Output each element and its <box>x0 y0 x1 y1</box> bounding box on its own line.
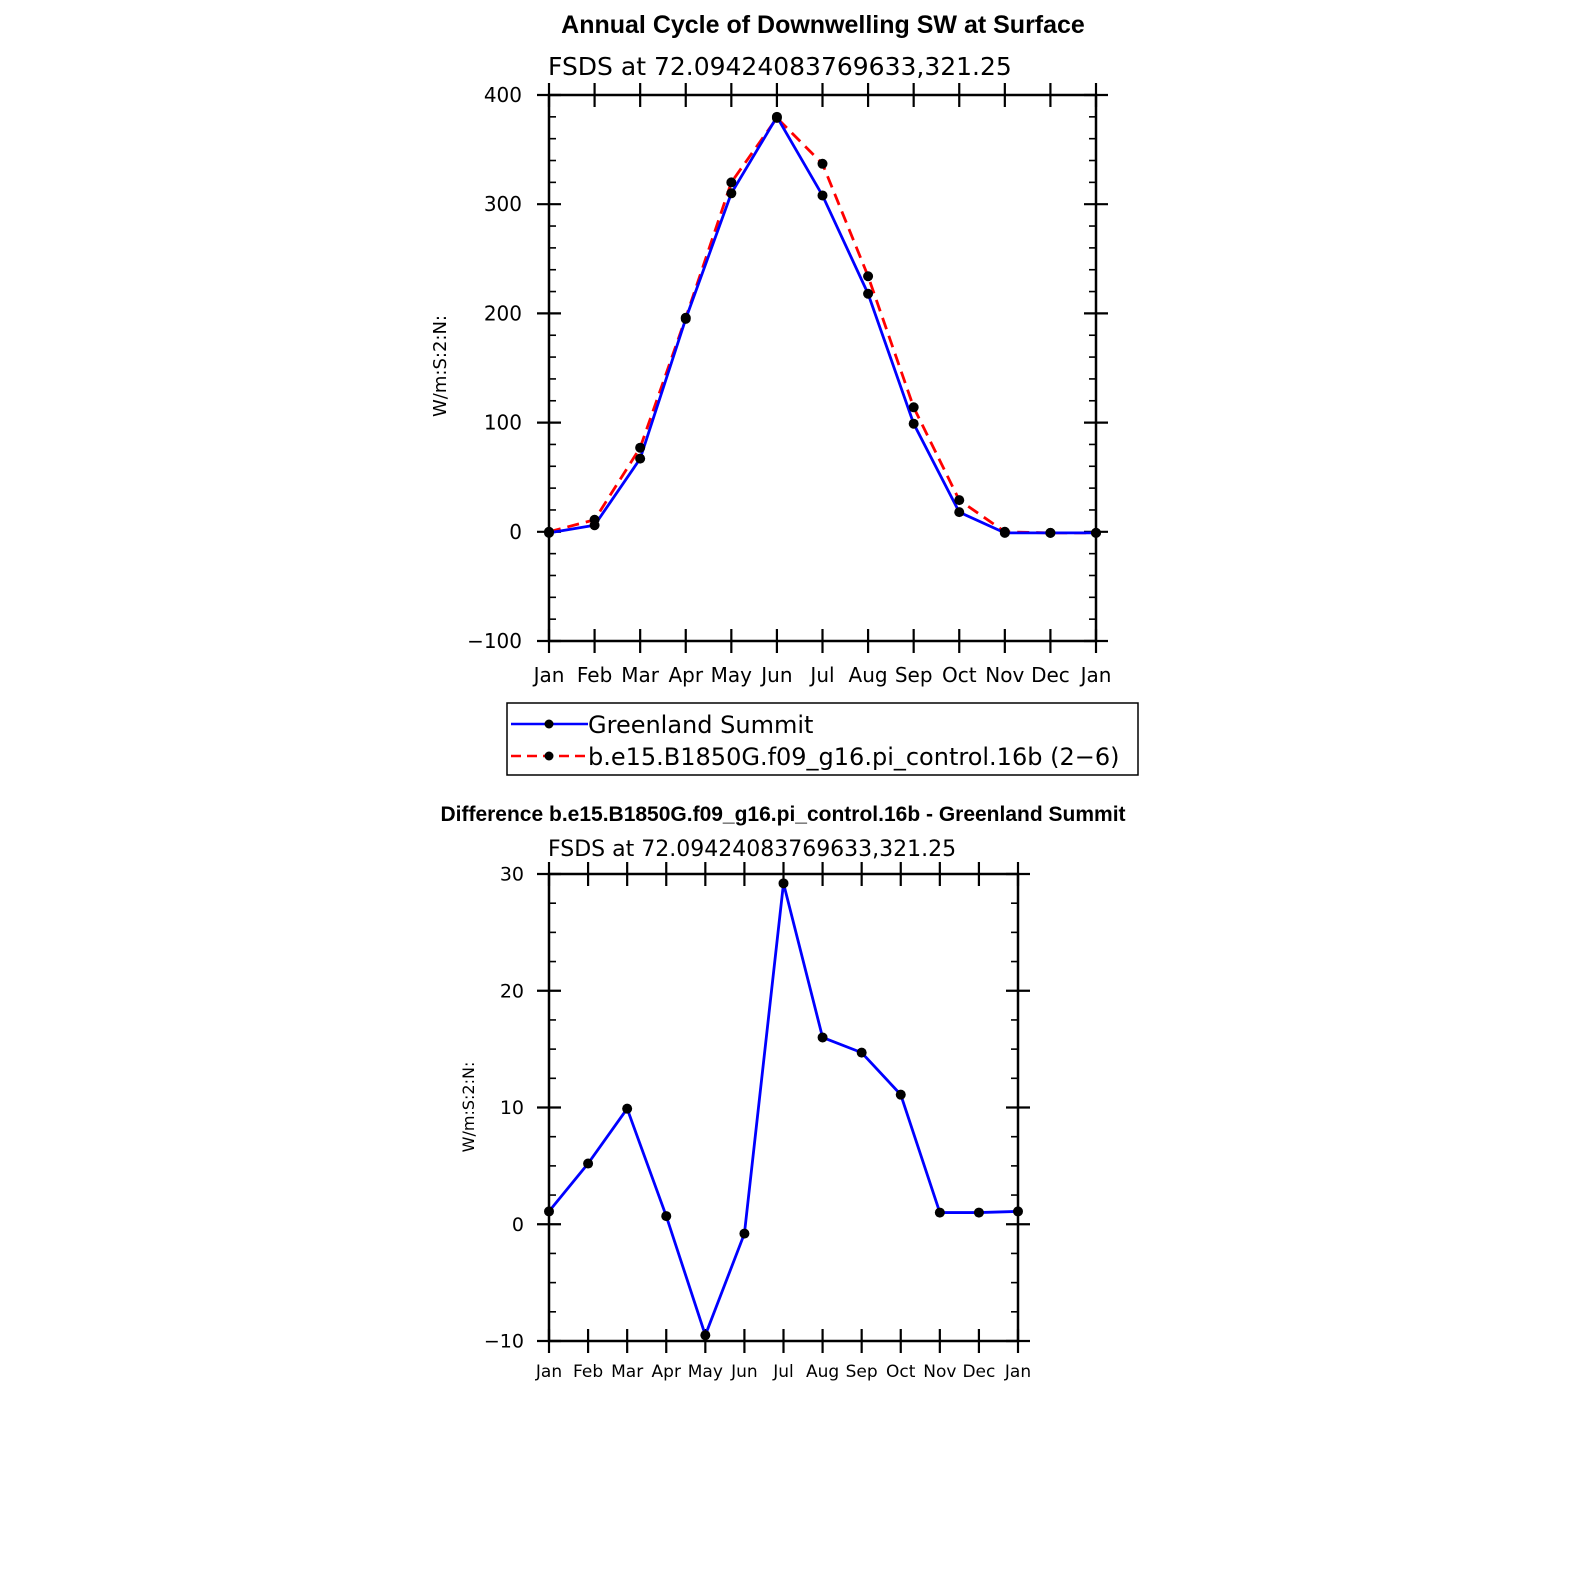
data-point-series-0 <box>856 1047 867 1058</box>
x-tick-label: Mar <box>621 663 660 687</box>
data-point-series-0 <box>817 1032 828 1043</box>
data-point-series-0 <box>661 1211 672 1222</box>
x-tick-label: Jun <box>759 663 792 687</box>
x-tick-label: Sep <box>895 663 933 687</box>
data-point-series-0 <box>1013 1206 1023 1217</box>
y-tick-label: 0 <box>509 520 522 544</box>
y-tick-label: 400 <box>484 83 522 107</box>
plot-frame <box>547 872 1020 1343</box>
plot-frame <box>547 93 1098 643</box>
series-line-0 <box>548 114 1096 535</box>
data-point-series-1 <box>1045 527 1056 538</box>
data-point-series-1 <box>817 158 828 169</box>
data-point-series-1 <box>680 312 691 323</box>
x-tick-label: Nov <box>985 663 1024 687</box>
y-tick-label: 10 <box>500 1097 524 1119</box>
x-tick-label: Apr <box>668 663 703 687</box>
data-point-series-0 <box>954 507 965 518</box>
data-point-series-0 <box>583 1158 594 1169</box>
y-axis-label: W/m:S:2:N: <box>430 315 451 417</box>
chart-title: Annual Cycle of Downwelling SW at Surfac… <box>561 11 1085 39</box>
data-point-series-0 <box>863 288 874 299</box>
y-axis-label: W/m:S:2:N: <box>459 1062 478 1153</box>
x-tick-label: Feb <box>573 1362 603 1382</box>
data-point-series-0 <box>908 418 919 429</box>
data-point-series-1 <box>726 177 737 188</box>
x-tick-label: Aug <box>849 663 888 687</box>
data-point-series-0 <box>635 453 646 464</box>
data-point-series-0 <box>817 190 828 201</box>
x-tick-label: Jul <box>808 663 834 687</box>
x-tick-label: Jan <box>1079 663 1112 687</box>
legend-box <box>506 702 1139 776</box>
x-tick-label: Sep <box>846 1362 878 1382</box>
plot-area: −10 0 10 20 30 Jan Feb Mar Apr May Jun Jul Aug Sep Oct… <box>484 862 1031 1382</box>
data-point-series-1 <box>999 526 1010 537</box>
chart-subtitle: FSDS at 72.09424083769633,321.25 <box>548 52 1012 81</box>
data-point-series-0 <box>895 1089 906 1100</box>
data-point-series-1 <box>863 271 874 282</box>
legend-marker-pi-control <box>544 751 554 761</box>
x-tick-label: May <box>711 663 753 687</box>
y-tick-label: 30 <box>500 864 524 886</box>
x-tick-label: Apr <box>652 1362 681 1382</box>
x-tick-label: Oct <box>942 663 977 687</box>
x-tick-label: Jul <box>772 1362 794 1382</box>
y-tick-label: 100 <box>484 411 522 435</box>
data-point-series-0 <box>622 1103 633 1114</box>
data-point-series-0 <box>778 878 789 889</box>
x-tick-label: Jun <box>730 1362 758 1382</box>
y-tick-label: 0 <box>512 1214 524 1236</box>
y-tick-label: 20 <box>500 980 524 1002</box>
x-tick-label: May <box>688 1362 723 1382</box>
x-tick-label: Jan <box>535 1362 562 1382</box>
legend-marker-greenland-summit <box>544 719 554 729</box>
data-point-series-0 <box>544 1206 554 1217</box>
data-point-series-0 <box>739 1228 750 1239</box>
data-point-series-0 <box>973 1207 984 1218</box>
x-tick-label: Jan <box>532 663 565 687</box>
data-point-series-1 <box>589 514 600 525</box>
data-point-series-0 <box>934 1207 945 1218</box>
data-point-series-0 <box>700 1330 711 1341</box>
chart-title: Difference b.e15.B1850G.f09_g16.pi_contr… <box>440 803 1125 826</box>
legend: Greenland Summit b.e15.B1850G.f09_g16.pi… <box>506 702 1139 776</box>
data-point-series-1 <box>1091 527 1101 538</box>
x-tick-label: Mar <box>611 1362 643 1382</box>
data-point-series-1 <box>954 495 965 506</box>
x-tick-label: Dec <box>962 1362 995 1382</box>
annual-cycle-chart: Annual Cycle of Downwelling SW at Surfac… <box>430 11 1139 776</box>
data-point-series-1 <box>908 402 919 413</box>
y-tick-label: −100 <box>467 629 522 653</box>
x-tick-label: Aug <box>806 1362 839 1382</box>
x-tick-label: Feb <box>577 663 612 687</box>
y-tick-label: −10 <box>484 1331 524 1353</box>
x-tick-label: Nov <box>923 1362 956 1382</box>
x-tick-label: Dec <box>1031 663 1070 687</box>
legend-label-greenland-summit: Greenland Summit <box>588 711 813 739</box>
y-tick-label: 200 <box>484 301 522 325</box>
data-point-series-1 <box>771 112 782 123</box>
series-line-0 <box>547 882 1019 1340</box>
plot-area: −100 0 100 200 300 400 Jan Feb Mar Apr May Jun Jul Au… <box>467 83 1111 687</box>
x-tick-label: Oct <box>886 1362 916 1382</box>
chart-subtitle: FSDS at 72.09424083769633,321.25 <box>548 837 956 862</box>
x-tick-label: Jan <box>1004 1362 1031 1382</box>
difference-chart: Difference b.e15.B1850G.f09_g16.pi_contr… <box>440 803 1125 1382</box>
data-point-series-1 <box>544 526 554 537</box>
data-point-series-0 <box>726 188 737 199</box>
data-point-series-1 <box>635 442 646 453</box>
legend-label-pi-control: b.e15.B1850G.f09_g16.pi_control.16b (2−6… <box>588 743 1119 771</box>
y-tick-label: 300 <box>484 192 522 216</box>
